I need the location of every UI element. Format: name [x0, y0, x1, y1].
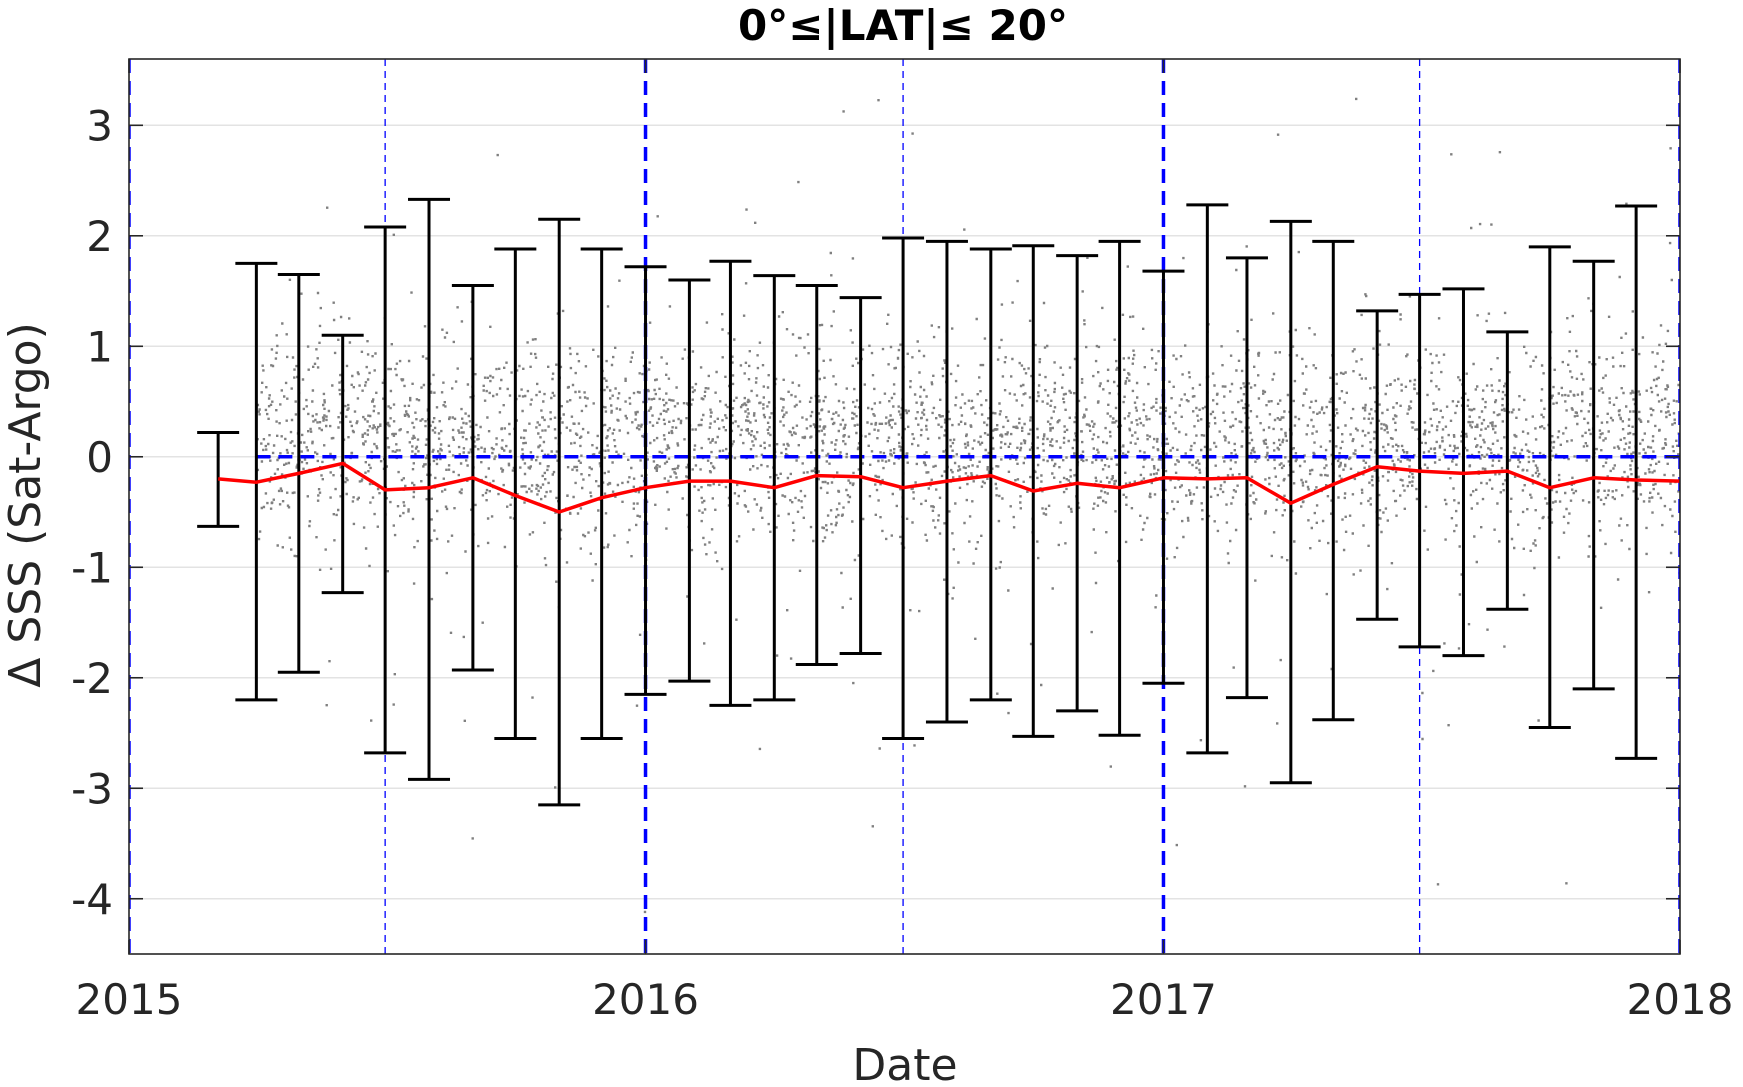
x-tick-label: 2016	[592, 975, 699, 1024]
errorbar	[1615, 204, 1658, 760]
chart-title: 0°≤|LAT|≤ 20°	[738, 1, 1068, 50]
errorbar	[624, 265, 667, 696]
mean-series-line	[218, 461, 1680, 514]
errorbar	[1312, 239, 1355, 722]
x-tick-label: 2018	[1627, 975, 1734, 1024]
y-tick-label: -3	[71, 764, 113, 813]
errorbar	[1572, 259, 1615, 691]
errorbar	[709, 259, 752, 707]
y-tick-label: 3	[86, 101, 113, 150]
errorbar	[580, 247, 623, 741]
axis-ticks: -4 -3 -2 -1 0 1 2 3 2015 2016 2017 2018	[71, 59, 1733, 1024]
y-axis-label: Δ SSS (Sat-Argo)	[0, 322, 51, 688]
errorbars	[197, 197, 1658, 807]
y-tick-label: 1	[86, 322, 113, 371]
y-tick-label: -2	[71, 654, 113, 703]
mean-line	[218, 461, 1680, 514]
plot-frame	[128, 58, 1681, 955]
scatter-point	[256, 97, 1680, 914]
y-tick-label: 2	[86, 212, 113, 261]
scatter-points	[256, 97, 1680, 914]
errorbar	[197, 430, 240, 528]
y-tick-label: -4	[71, 875, 113, 924]
y-tick-label: 0	[86, 433, 113, 482]
y-tick-label: -1	[71, 543, 113, 592]
x-tick-label: 2017	[1110, 975, 1217, 1024]
x-axis-label: Date	[852, 1040, 957, 1087]
x-tick-label: 2015	[76, 975, 183, 1024]
